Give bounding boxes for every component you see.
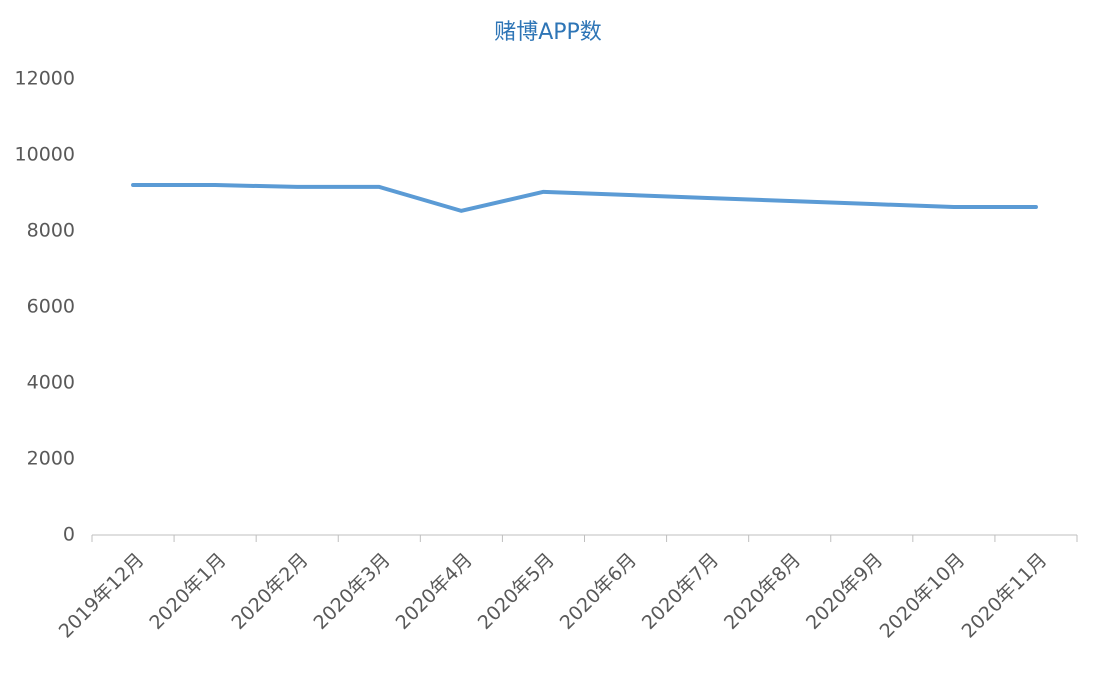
y-tick-label: 6000 [27, 296, 75, 318]
x-tick-label: 2020年8月 [720, 549, 805, 634]
x-tick-label: 2019年12月 [55, 549, 149, 643]
x-tick-label: 2020年7月 [638, 549, 723, 634]
x-tick-label: 2020年11月 [958, 549, 1052, 643]
x-tick-label: 2020年2月 [227, 549, 312, 634]
chart-title: 赌博APP数 [494, 20, 602, 45]
y-tick-label: 4000 [27, 372, 75, 394]
x-tick-label: 2020年4月 [392, 549, 477, 634]
y-tick-label: 2000 [27, 448, 75, 470]
y-tick-label: 10000 [15, 144, 75, 166]
x-tick-label: 2020年10月 [876, 549, 970, 643]
x-tick-label: 2020年6月 [556, 549, 641, 634]
x-tick-label: 2020年5月 [474, 549, 559, 634]
y-tick-label: 8000 [27, 220, 75, 242]
x-tick-label: 2020年1月 [145, 549, 230, 634]
data-line [131, 183, 1038, 213]
y-tick-label: 12000 [15, 68, 75, 90]
x-tick-label: 2020年9月 [802, 549, 887, 634]
x-tick-label: 2020年3月 [310, 549, 395, 634]
y-tick-label: 0 [63, 524, 75, 546]
